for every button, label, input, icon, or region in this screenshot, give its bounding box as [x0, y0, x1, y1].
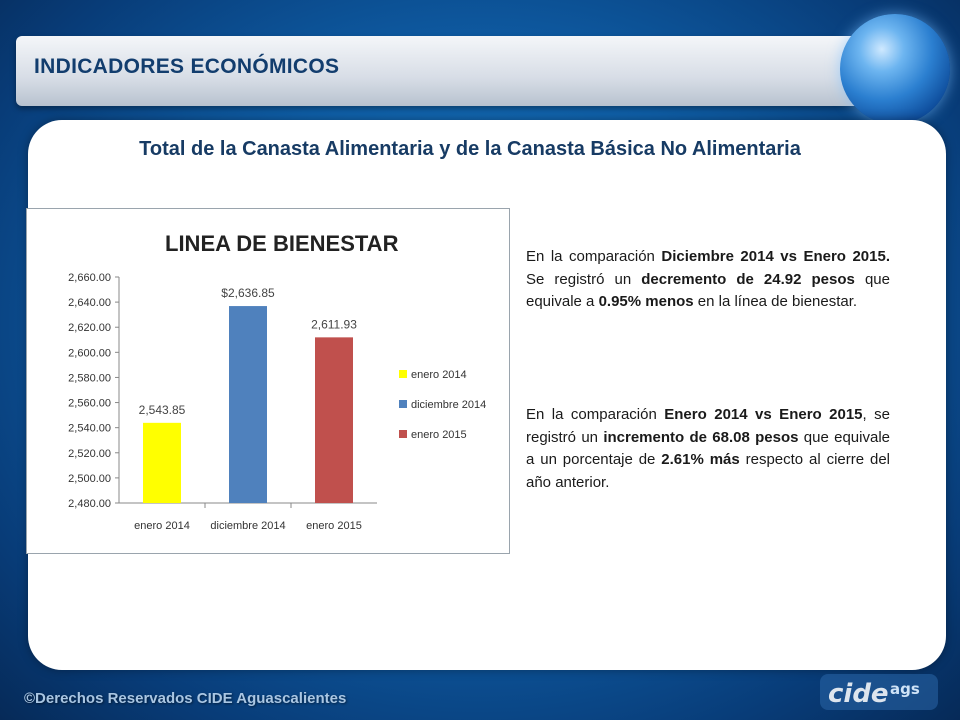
p2-text-1: En la comparación — [526, 406, 665, 423]
svg-text:ags: ags — [890, 680, 920, 698]
cide-logo: cide ags — [820, 674, 938, 710]
legend-label: diciembre 2014 — [411, 399, 486, 411]
y-tick-label: 2,580.00 — [68, 372, 111, 384]
bar-chart: LINEA DE BIENESTAR 2,660.00 2,640.00 2,620.… — [68, 231, 486, 532]
data-label: $2,636.85 — [221, 286, 275, 300]
bar-1 — [229, 306, 267, 503]
p1-bold-3: 0.95% menos — [598, 293, 694, 310]
p2-text-3: que equivale a un porcentaje de — [526, 428, 890, 469]
page-title: Total de la Canasta Alimentaria y de la … — [139, 138, 801, 160]
p1-text-2: Se registró un — [526, 270, 642, 288]
legend-swatch — [399, 400, 407, 408]
p1-bold-1: Diciembre 2014 vs Enero 2015. — [661, 248, 890, 265]
p2-text-2: , se registró un — [526, 406, 890, 446]
p1-text-3: que equivale a — [526, 270, 890, 311]
copyright-footer: ©Derechos Reservados CIDE Aguascalientes — [24, 690, 347, 707]
legend-swatch — [399, 370, 407, 378]
p2-bold-1: Enero 2014 vs Enero 2015 — [664, 406, 863, 423]
bar-2 — [315, 337, 353, 503]
y-tick-label: 2,660.00 — [68, 272, 111, 284]
globe-icon — [840, 14, 950, 124]
y-tick-label: 2,500.00 — [68, 473, 111, 485]
y-tick-label: 2,560.00 — [68, 398, 111, 410]
legend-label: enero 2015 — [411, 429, 467, 441]
chart-container: LINEA DE BIENESTAR 2,660.00 2,640.00 2,620.… — [26, 208, 510, 554]
legend-swatch — [399, 430, 407, 438]
section-title: INDICADORES ECONÓMICOS — [34, 55, 340, 78]
bar-0 — [143, 422, 181, 503]
y-tick-label: 2,480.00 — [68, 498, 111, 510]
data-label: 2,543.85 — [139, 403, 186, 417]
x-tick-label: enero 2014 — [134, 520, 190, 532]
data-label: 2,611.93 — [311, 317, 357, 331]
legend-label: enero 2014 — [411, 369, 467, 381]
y-tick-label: 2,640.00 — [68, 297, 111, 309]
chart-title: LINEA DE BIENESTAR — [165, 231, 399, 256]
y-tick-label: 2,600.00 — [68, 347, 111, 359]
p2-bold-3: 2.61% más — [661, 451, 740, 468]
p2-text-4: respecto al cierre del año anterior. — [526, 451, 890, 491]
p1-text-4: en la línea de bienestar. — [693, 293, 858, 310]
y-tick-label: 2,540.00 — [68, 423, 111, 435]
comparison-paragraph-2: En la comparación Enero 2014 vs Enero 20… — [526, 404, 890, 494]
svg-text:cide: cide — [828, 679, 889, 709]
y-tick-label: 2,620.00 — [68, 322, 111, 334]
p2-bold-2: incremento de 68.08 pesos — [603, 428, 799, 446]
p1-text-1: En la comparación — [526, 248, 662, 265]
x-tick-label: diciembre 2014 — [210, 520, 285, 532]
comparison-paragraph-1: En la comparación Diciembre 2014 vs Ener… — [526, 246, 890, 314]
header-bar — [16, 36, 864, 106]
p1-bold-2: decremento de 24.92 pesos — [641, 270, 855, 288]
y-tick-label: 2,520.00 — [68, 448, 111, 460]
x-tick-label: enero 2015 — [306, 520, 362, 532]
